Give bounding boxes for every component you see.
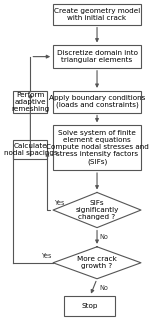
Text: Perform
adaptive
remeshing: Perform adaptive remeshing <box>11 92 49 112</box>
Polygon shape <box>53 247 141 279</box>
Text: Discretize domain into
triangular elements: Discretize domain into triangular elemen… <box>57 50 138 63</box>
Text: No: No <box>100 234 109 240</box>
FancyBboxPatch shape <box>53 4 141 25</box>
Text: No: No <box>100 284 109 291</box>
Text: SIFs
significantly
changed ?: SIFs significantly changed ? <box>75 200 119 220</box>
FancyBboxPatch shape <box>53 91 141 113</box>
Text: More crack
growth ?: More crack growth ? <box>77 256 117 269</box>
Text: Yes: Yes <box>41 253 52 259</box>
FancyBboxPatch shape <box>13 91 47 113</box>
Text: Solve system of finite
element equations
Compute nodal stresses and
stress inten: Solve system of finite element equations… <box>46 130 149 165</box>
Text: Apply boundary conditions
(loads and constraints): Apply boundary conditions (loads and con… <box>49 95 145 108</box>
Polygon shape <box>53 193 141 228</box>
Text: Yes: Yes <box>54 200 65 206</box>
Text: Calculate
nodal spacings: Calculate nodal spacings <box>3 143 57 156</box>
Text: Create geometry model
with initial crack: Create geometry model with initial crack <box>54 8 140 21</box>
FancyBboxPatch shape <box>53 125 141 170</box>
FancyBboxPatch shape <box>53 46 141 68</box>
FancyBboxPatch shape <box>13 140 47 159</box>
FancyBboxPatch shape <box>64 296 115 316</box>
Text: Stop: Stop <box>82 303 98 309</box>
